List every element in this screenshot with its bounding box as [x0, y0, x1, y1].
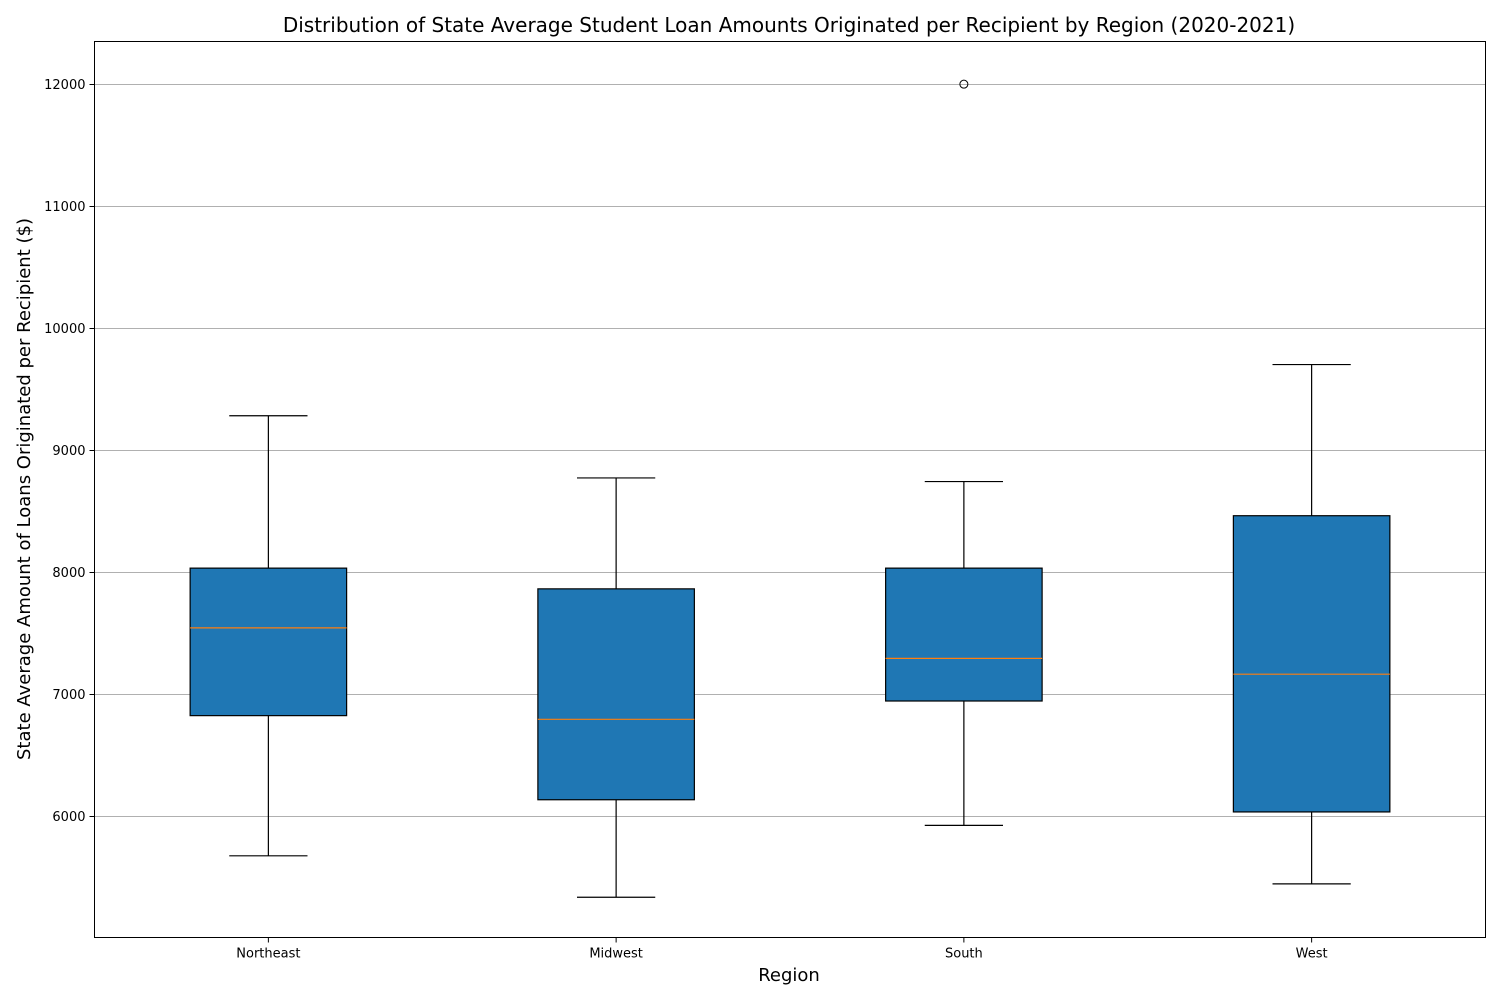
y-tick-label-11000: 11000	[44, 200, 85, 215]
x-axis-ticks: Northeast Midwest South West	[236, 937, 1328, 962]
box-midwest	[537, 477, 695, 898]
iqr-box-northeast	[189, 567, 348, 717]
x-tick-label-south: South	[945, 947, 983, 962]
x-tick-label-west: West	[1296, 947, 1328, 962]
boxes	[189, 79, 1391, 898]
iqr-box-midwest	[537, 588, 695, 801]
box-northeast	[189, 415, 348, 857]
chart-title: Distribution of State Average Student Lo…	[283, 13, 1295, 37]
x-tick-label-midwest: Midwest	[589, 947, 643, 962]
iqr-box-west	[1232, 515, 1391, 813]
box-west	[1232, 363, 1391, 885]
y-tick-label-6000: 6000	[52, 810, 85, 825]
y-tick-label-10000: 10000	[44, 322, 85, 337]
y-axis-ticks: 6000 7000 8000 9000 10000 11000 12000	[44, 78, 95, 825]
iqr-box-south	[885, 567, 1043, 702]
x-axis-label: Region	[758, 965, 820, 986]
y-axis-label: State Average Amount of Loans Originated…	[14, 218, 35, 760]
x-tick-label-northeast: Northeast	[236, 947, 300, 962]
y-tick-label-9000: 9000	[52, 444, 85, 459]
plot-area-frame	[94, 41, 1486, 938]
y-tick-label-12000: 12000	[44, 78, 85, 93]
y-tick-label-7000: 7000	[52, 688, 85, 703]
box-south	[885, 79, 1043, 826]
outlier-point-south-0	[959, 79, 969, 89]
y-tick-label-8000: 8000	[52, 566, 85, 581]
